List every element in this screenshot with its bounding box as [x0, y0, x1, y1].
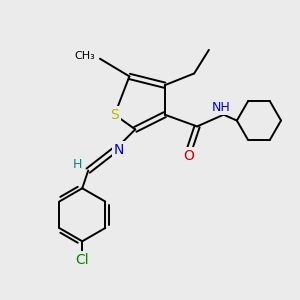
Text: N: N: [114, 143, 124, 157]
Text: NH: NH: [211, 101, 230, 114]
Text: CH₃: CH₃: [75, 51, 95, 61]
Text: S: S: [110, 108, 119, 122]
Text: H: H: [73, 158, 83, 171]
Text: O: O: [183, 149, 194, 163]
Text: Cl: Cl: [76, 253, 89, 266]
